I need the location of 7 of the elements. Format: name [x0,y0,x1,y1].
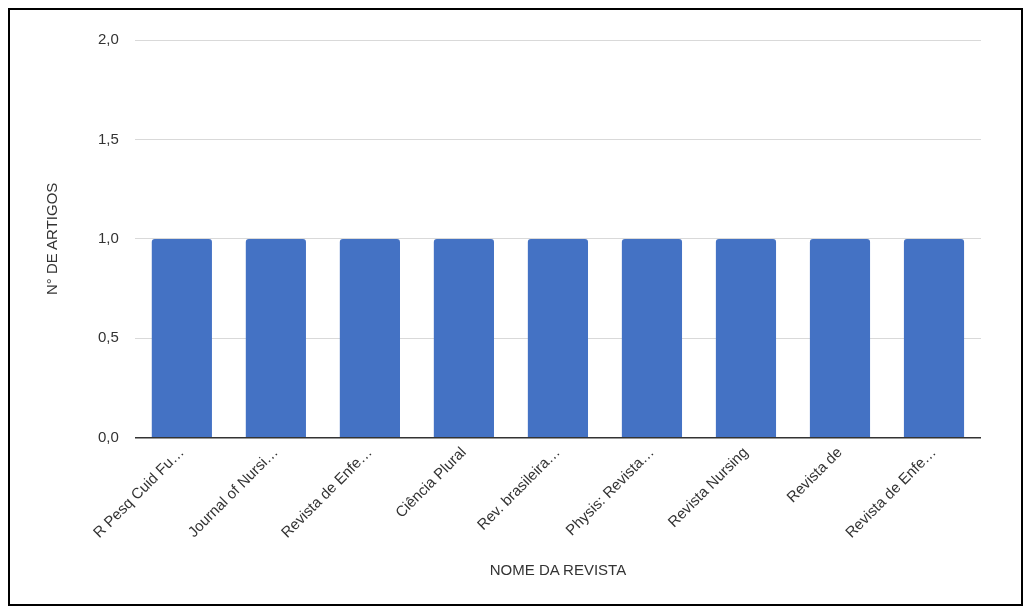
y-tick-label: 1,0 [97,229,119,247]
y-tick-label: 2,0 [97,30,119,48]
y-tick-label: 0,0 [97,427,119,445]
x-axis-title: NOME DA REVISTA [489,561,627,579]
y-tick-label: 1,5 [97,129,119,147]
y-tick-label: 0,5 [97,328,119,346]
y-axis-title: N° DE ARTIGOS [43,182,61,296]
